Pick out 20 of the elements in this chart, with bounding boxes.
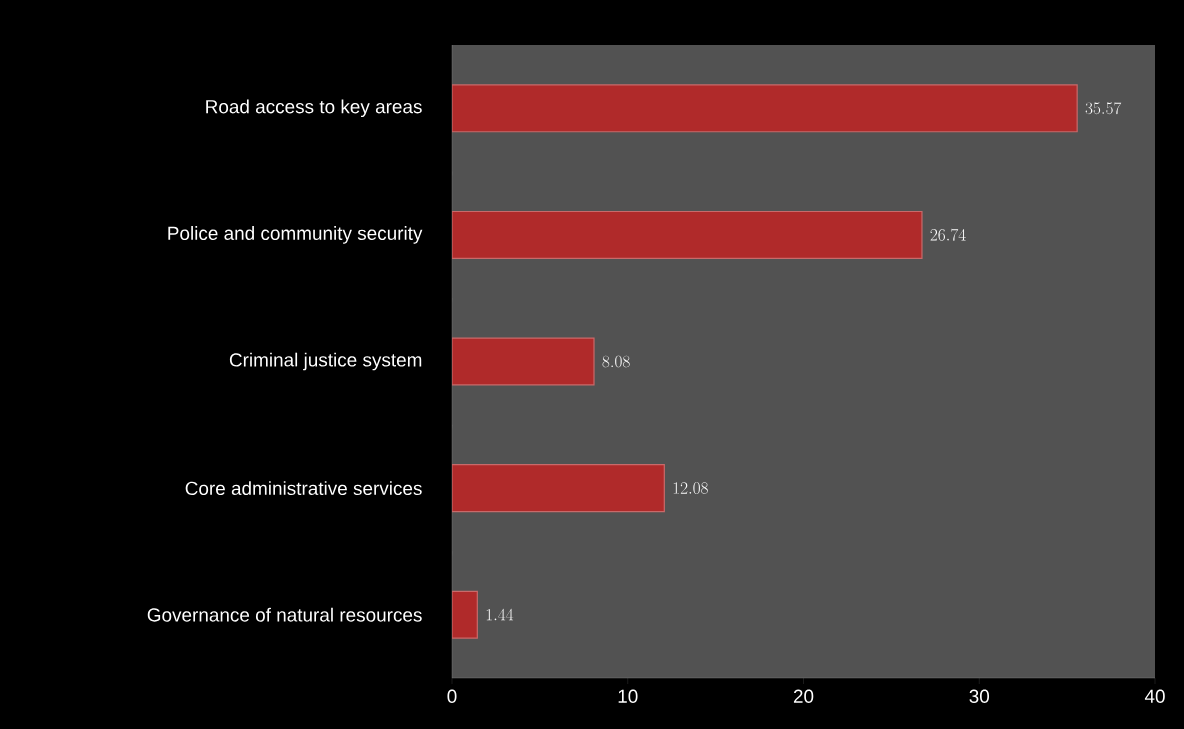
data-label: 26.74 bbox=[930, 228, 966, 241]
bar bbox=[452, 337, 595, 386]
data-label: 1 .44 bbox=[486, 608, 514, 621]
y-tick-label: Police and community security bbox=[168, 226, 423, 244]
bar bbox=[452, 590, 478, 639]
x-tick-label: 0 bbox=[447, 689, 457, 703]
x-tick-label: 10 bbox=[618, 689, 638, 703]
y-tick-label: Governance of natural resources bbox=[147, 607, 422, 622]
bar bbox=[452, 464, 665, 513]
x-tick-label: 20 bbox=[793, 689, 814, 703]
x-tick-label: 30 bbox=[969, 689, 990, 703]
data-label: 8.08 bbox=[602, 355, 630, 368]
x-tick-label: 40 bbox=[1144, 689, 1165, 703]
y-tick-label: Criminal justice system bbox=[229, 352, 422, 371]
data-label: 35.57 bbox=[1085, 102, 1122, 115]
y-tick-label: Road access to key areas bbox=[206, 99, 422, 118]
bar bbox=[452, 210, 923, 259]
bar bbox=[452, 84, 1078, 133]
y-tick-label: Core administrative services bbox=[185, 481, 422, 496]
data-label: 12.08 bbox=[673, 482, 708, 494]
